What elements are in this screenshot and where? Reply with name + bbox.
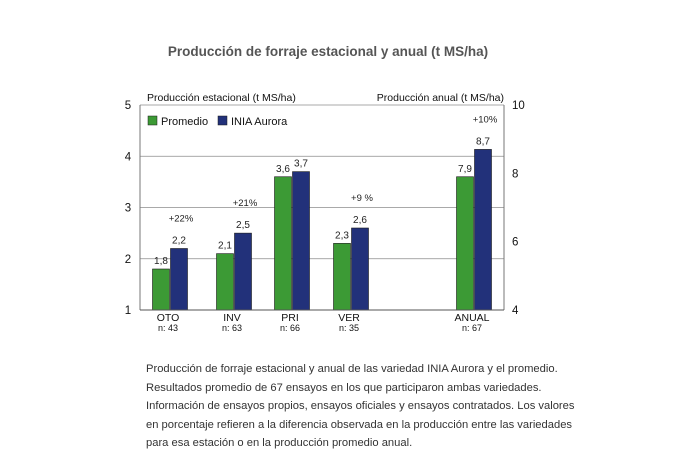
value-label: 2,5: [236, 220, 250, 231]
caption-line: Información de ensayos propios, ensayos …: [146, 400, 575, 413]
caption-line: Producción de forraje estacional y anual…: [146, 363, 558, 375]
percent-diff-label: +10%: [473, 114, 498, 125]
left-tick-label: 4: [125, 151, 132, 163]
value-label: 8,7: [476, 136, 490, 147]
category-label: PRI: [281, 312, 299, 324]
legend-label: Promedio: [161, 116, 208, 128]
legend-swatch: [147, 115, 158, 126]
bar-promedio: [152, 268, 170, 311]
bar-promedio: [333, 243, 351, 311]
percent-diff-label: +22%: [169, 214, 194, 225]
caption-line: para esa estación o en la producción pro…: [146, 437, 413, 450]
right-tick-label: 8: [512, 168, 518, 180]
caption: Producción de forraje estacional y anual…: [146, 360, 586, 453]
right-tick-label: 10: [512, 100, 525, 112]
value-label: 1,8: [154, 256, 168, 267]
category-label: ANUAL: [454, 312, 489, 324]
sample-size-label: n: 43: [158, 323, 178, 333]
bar-inia-aurora: [292, 171, 310, 311]
percent-diff-label: +9 %: [351, 193, 373, 204]
category-label: OTO: [157, 312, 180, 324]
percent-diff-label: +21%: [233, 198, 258, 209]
left-tick-label: 3: [125, 203, 131, 215]
value-labels: 1,8 2,2 +22% 2,1 2,5 +21% 3,6 3,7 2,3 2,6 +9 % 7,9 8…: [154, 114, 498, 267]
sample-size-label: n: 63: [222, 323, 242, 333]
right-tick-label: 6: [512, 237, 518, 249]
left-tick-label: 2: [125, 254, 131, 266]
bar-promedio: [274, 176, 292, 311]
value-label: 2,1: [218, 241, 232, 252]
value-label: 3,6: [276, 164, 290, 175]
bar-inia-aurora: [234, 232, 252, 311]
bar-promedio: [216, 253, 234, 311]
chart-title: Producción de forraje estacional y anual…: [168, 44, 488, 59]
bar-inia-aurora: [474, 149, 492, 311]
value-label: 3,7: [294, 159, 308, 170]
bar-inia-aurora: [170, 248, 188, 311]
caption-line: en porcentaje refieren a la diferencia o…: [146, 418, 573, 431]
value-label: 2,2: [172, 236, 186, 247]
left-tick-label: 5: [125, 100, 131, 112]
chart: Producción de forraje estacional y anual…: [125, 44, 525, 333]
left-axis-label: Producción estacional (t MS/ha): [147, 92, 296, 104]
caption-line: Resultados promedio de 67 ensayos en los…: [146, 381, 542, 394]
sample-size-label: n: 67: [462, 323, 482, 333]
legend: Promedio INIA Aurora: [147, 115, 288, 128]
value-label: 2,6: [353, 215, 367, 226]
bar-promedio: [456, 176, 474, 311]
sample-size-label: n: 66: [280, 323, 300, 333]
category-label: VER: [338, 312, 360, 324]
value-label: 7,9: [458, 164, 472, 175]
legend-label: INIA Aurora: [231, 116, 288, 128]
value-label: 2,3: [335, 230, 349, 241]
right-tick-label: 4: [512, 305, 519, 317]
gridlines: [140, 104, 504, 260]
left-tick-label: 1: [125, 305, 131, 317]
right-axis-label: Producción anual (t MS/ha): [377, 92, 504, 104]
sample-size-label: n: 35: [339, 323, 359, 333]
bar-inia-aurora: [351, 227, 369, 311]
bars: [152, 149, 492, 311]
legend-swatch: [217, 115, 228, 126]
category-label: INV: [223, 312, 241, 324]
